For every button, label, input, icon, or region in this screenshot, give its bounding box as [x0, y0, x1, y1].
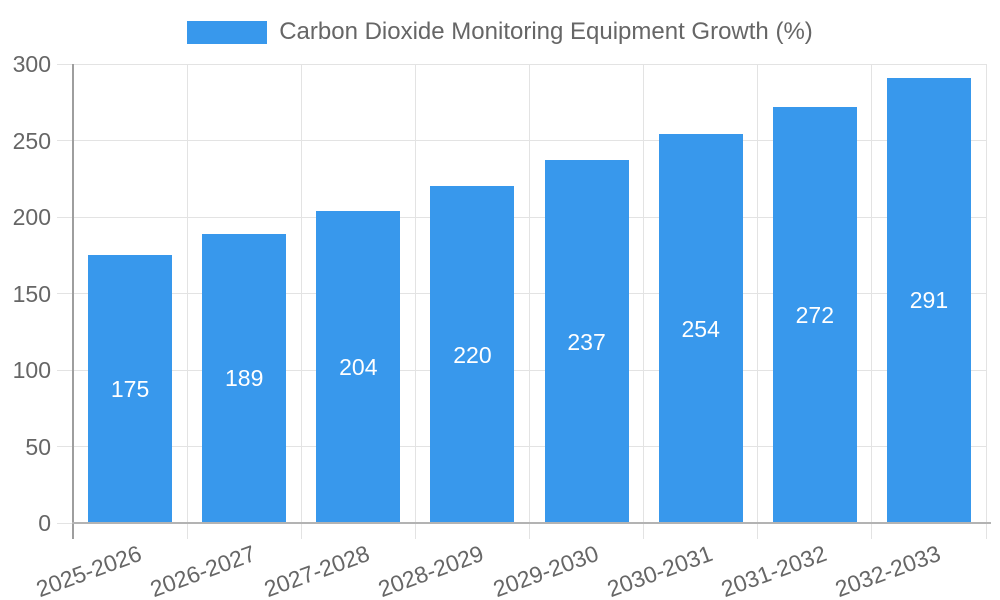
x-axis-tick: [186, 523, 188, 539]
legend-swatch: [187, 20, 268, 44]
bar-value-label: 291: [909, 287, 949, 314]
y-axis-tick-label: 150: [12, 280, 51, 307]
legend-label: Carbon Dioxide Monitoring Equipment Grow…: [279, 18, 813, 45]
x-gridline: [414, 64, 416, 523]
bar-value-label: 254: [681, 315, 720, 342]
y-axis-tick-label: 0: [38, 510, 51, 536]
y-axis-tick: [57, 446, 73, 447]
bar[interactable]: [88, 255, 173, 523]
x-gridline: [186, 64, 188, 523]
x-axis-tick: [871, 523, 873, 539]
y-axis-line: [72, 64, 74, 539]
x-axis-tick: [643, 523, 645, 539]
x-axis-tick: [300, 523, 302, 539]
x-gridline: [300, 64, 302, 523]
bar[interactable]: [202, 233, 287, 523]
bar[interactable]: [544, 160, 629, 523]
y-axis-tick-label: 300: [12, 51, 51, 77]
bar[interactable]: [316, 210, 401, 523]
bar-value-label: 237: [567, 328, 606, 355]
bar-value-label: 272: [795, 301, 834, 328]
bar-value-label: 189: [225, 365, 264, 392]
y-axis-tick: [57, 216, 73, 218]
legend-item[interactable]: Carbon Dioxide Monitoring Equipment Grow…: [0, 18, 1000, 46]
x-gridline: [529, 64, 530, 523]
x-axis-tick: [414, 523, 416, 539]
x-axis-line: [72, 522, 991, 524]
x-axis-tick: [985, 523, 987, 539]
y-axis-tick: [57, 63, 73, 65]
bar-value-label: 204: [339, 353, 378, 380]
bar[interactable]: [658, 134, 743, 523]
x-gridline: [985, 64, 987, 523]
bar[interactable]: [886, 77, 971, 523]
x-axis-tick: [757, 523, 759, 539]
y-axis-tick: [57, 293, 73, 294]
bar[interactable]: [430, 186, 515, 523]
y-axis-tick: [57, 522, 73, 524]
bar-value-label: 220: [453, 341, 492, 368]
bar[interactable]: [772, 106, 857, 523]
y-axis-tick-label: 50: [25, 433, 51, 460]
x-gridline: [757, 64, 759, 523]
y-axis-tick-label: 100: [12, 357, 51, 383]
y-axis-tick-label: 200: [12, 204, 51, 230]
y-axis-tick-label: 250: [12, 127, 51, 154]
y-axis-tick: [57, 140, 73, 141]
x-axis-tick: [529, 523, 530, 539]
y-axis-tick: [57, 369, 73, 371]
bar-value-label: 175: [110, 376, 150, 403]
x-gridline: [643, 64, 645, 523]
x-gridline: [871, 64, 873, 523]
